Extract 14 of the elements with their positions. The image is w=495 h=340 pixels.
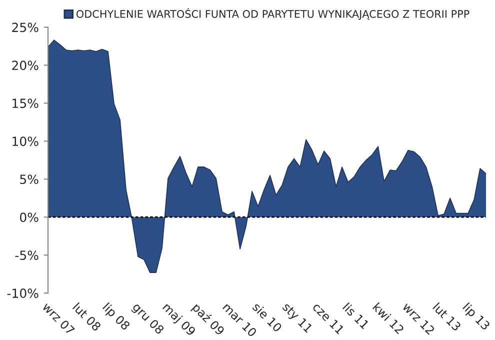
y-tick-label: -10% (7, 288, 38, 298)
y-tick-label: 15% (12, 98, 38, 108)
y-tick-label: 5% (20, 174, 38, 184)
x-tick-label: lip 13 (460, 302, 491, 332)
x-tick-label: sty 11 (280, 302, 313, 335)
x-tick-label: lip 08 (100, 302, 131, 332)
x-tick-label: lis 11 (342, 302, 370, 330)
y-tick-label: 25% (12, 22, 38, 32)
x-tick-label: kwi 12 (372, 302, 404, 334)
y-tick-label: 20% (12, 60, 38, 70)
y-tick-label: 10% (12, 136, 38, 146)
y-tick-label: -5% (15, 250, 38, 260)
legend-label: ODCHYLENIE WARTOŚCI FUNTA OD PARYTETU WYNIKAJĄCEGO Z TEORII PPP (76, 8, 470, 20)
y-tick-label: 0% (20, 212, 38, 222)
